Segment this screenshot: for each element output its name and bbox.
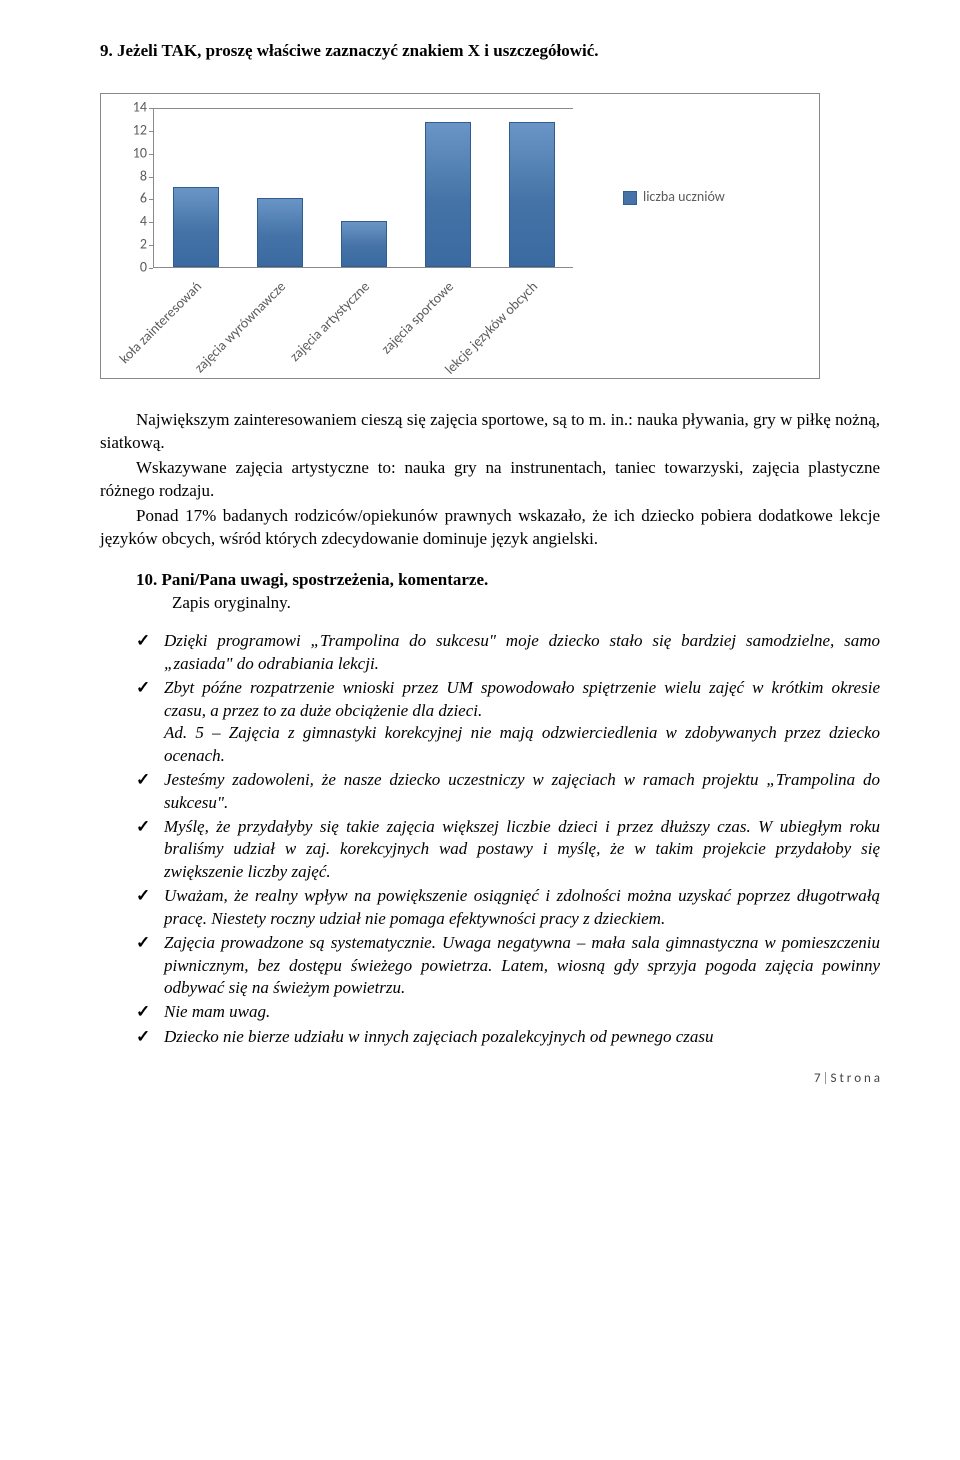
chart-bar	[341, 221, 386, 267]
list-item: Myślę, że przydałyby się takie zajęcia w…	[136, 816, 880, 883]
list-item: Zajęcia prowadzone są systematycznie. Uw…	[136, 932, 880, 999]
paragraph: Największym zainteresowaniem cieszą się …	[100, 409, 880, 455]
ytick-label: 12	[113, 121, 147, 140]
xtick-label: koła zainteresowań	[116, 278, 206, 368]
chart-bar	[509, 122, 554, 267]
ytick-label: 2	[113, 236, 147, 255]
xtick-label: zajęcia wyrównawcze	[191, 278, 290, 377]
list-item: Dzięki programowi „Trampolina do sukcesu…	[136, 630, 880, 675]
chart-plot-area: 02468101214koła zainteresowańzajęcia wyr…	[113, 108, 603, 368]
list-item: Dziecko nie bierze udziału w innych zaję…	[136, 1026, 880, 1048]
ytick-label: 8	[113, 167, 147, 186]
footer-word: S t r o n a	[831, 1071, 880, 1086]
legend-label: liczba uczniów	[643, 188, 725, 207]
grid-line	[154, 108, 573, 109]
legend-swatch	[623, 191, 637, 205]
section10-heading: 10. Pani/Pana uwagi, spostrzeżenia, kome…	[100, 569, 880, 592]
chart-bar	[425, 122, 470, 267]
page-footer: 7|S t r o n a	[100, 1070, 880, 1088]
page-number: 7	[814, 1071, 821, 1086]
bullet-list: Dzięki programowi „Trampolina do sukcesu…	[136, 630, 880, 1048]
ytick-label: 6	[113, 190, 147, 209]
ytick-label: 4	[113, 213, 147, 232]
chart-bar	[173, 187, 218, 267]
paragraph: Ponad 17% badanych rodziców/opiekunów pr…	[100, 505, 880, 551]
ytick-label: 14	[113, 98, 147, 117]
ytick-mark	[149, 268, 153, 269]
list-item: Zbyt późne rozpatrzenie wnioski przez UM…	[136, 677, 880, 767]
chart-bar	[257, 198, 302, 267]
ytick-label: 0	[113, 258, 147, 277]
list-item: Uważam, że realny wpływ na powiększenie …	[136, 885, 880, 930]
plot-area	[153, 108, 573, 268]
question-heading: 9. Jeżeli TAK, proszę właściwe zaznaczyć…	[100, 40, 880, 63]
list-item: Nie mam uwag.	[136, 1001, 880, 1023]
chart-container: 0 2 4 6 8 10 12 14 koła zainteresowańzajęcia wyr…	[100, 93, 820, 379]
xtick-label: zajęcia sportowe	[378, 278, 459, 359]
paragraph: Wskazywane zajęcia artystyczne to: nauka…	[100, 457, 880, 503]
chart-legend: liczba uczniów	[623, 188, 725, 207]
section10-title: Pani/Pana uwagi, spostrzeżenia, komentar…	[162, 570, 489, 589]
section10-subtitle: Zapis oryginalny.	[172, 592, 880, 615]
ytick-label: 10	[113, 144, 147, 163]
list-item: Jesteśmy zadowoleni, że nasze dziecko uc…	[136, 769, 880, 814]
xtick-label: zajęcia artystyczne	[286, 278, 374, 366]
section10-number: 10.	[136, 570, 157, 589]
